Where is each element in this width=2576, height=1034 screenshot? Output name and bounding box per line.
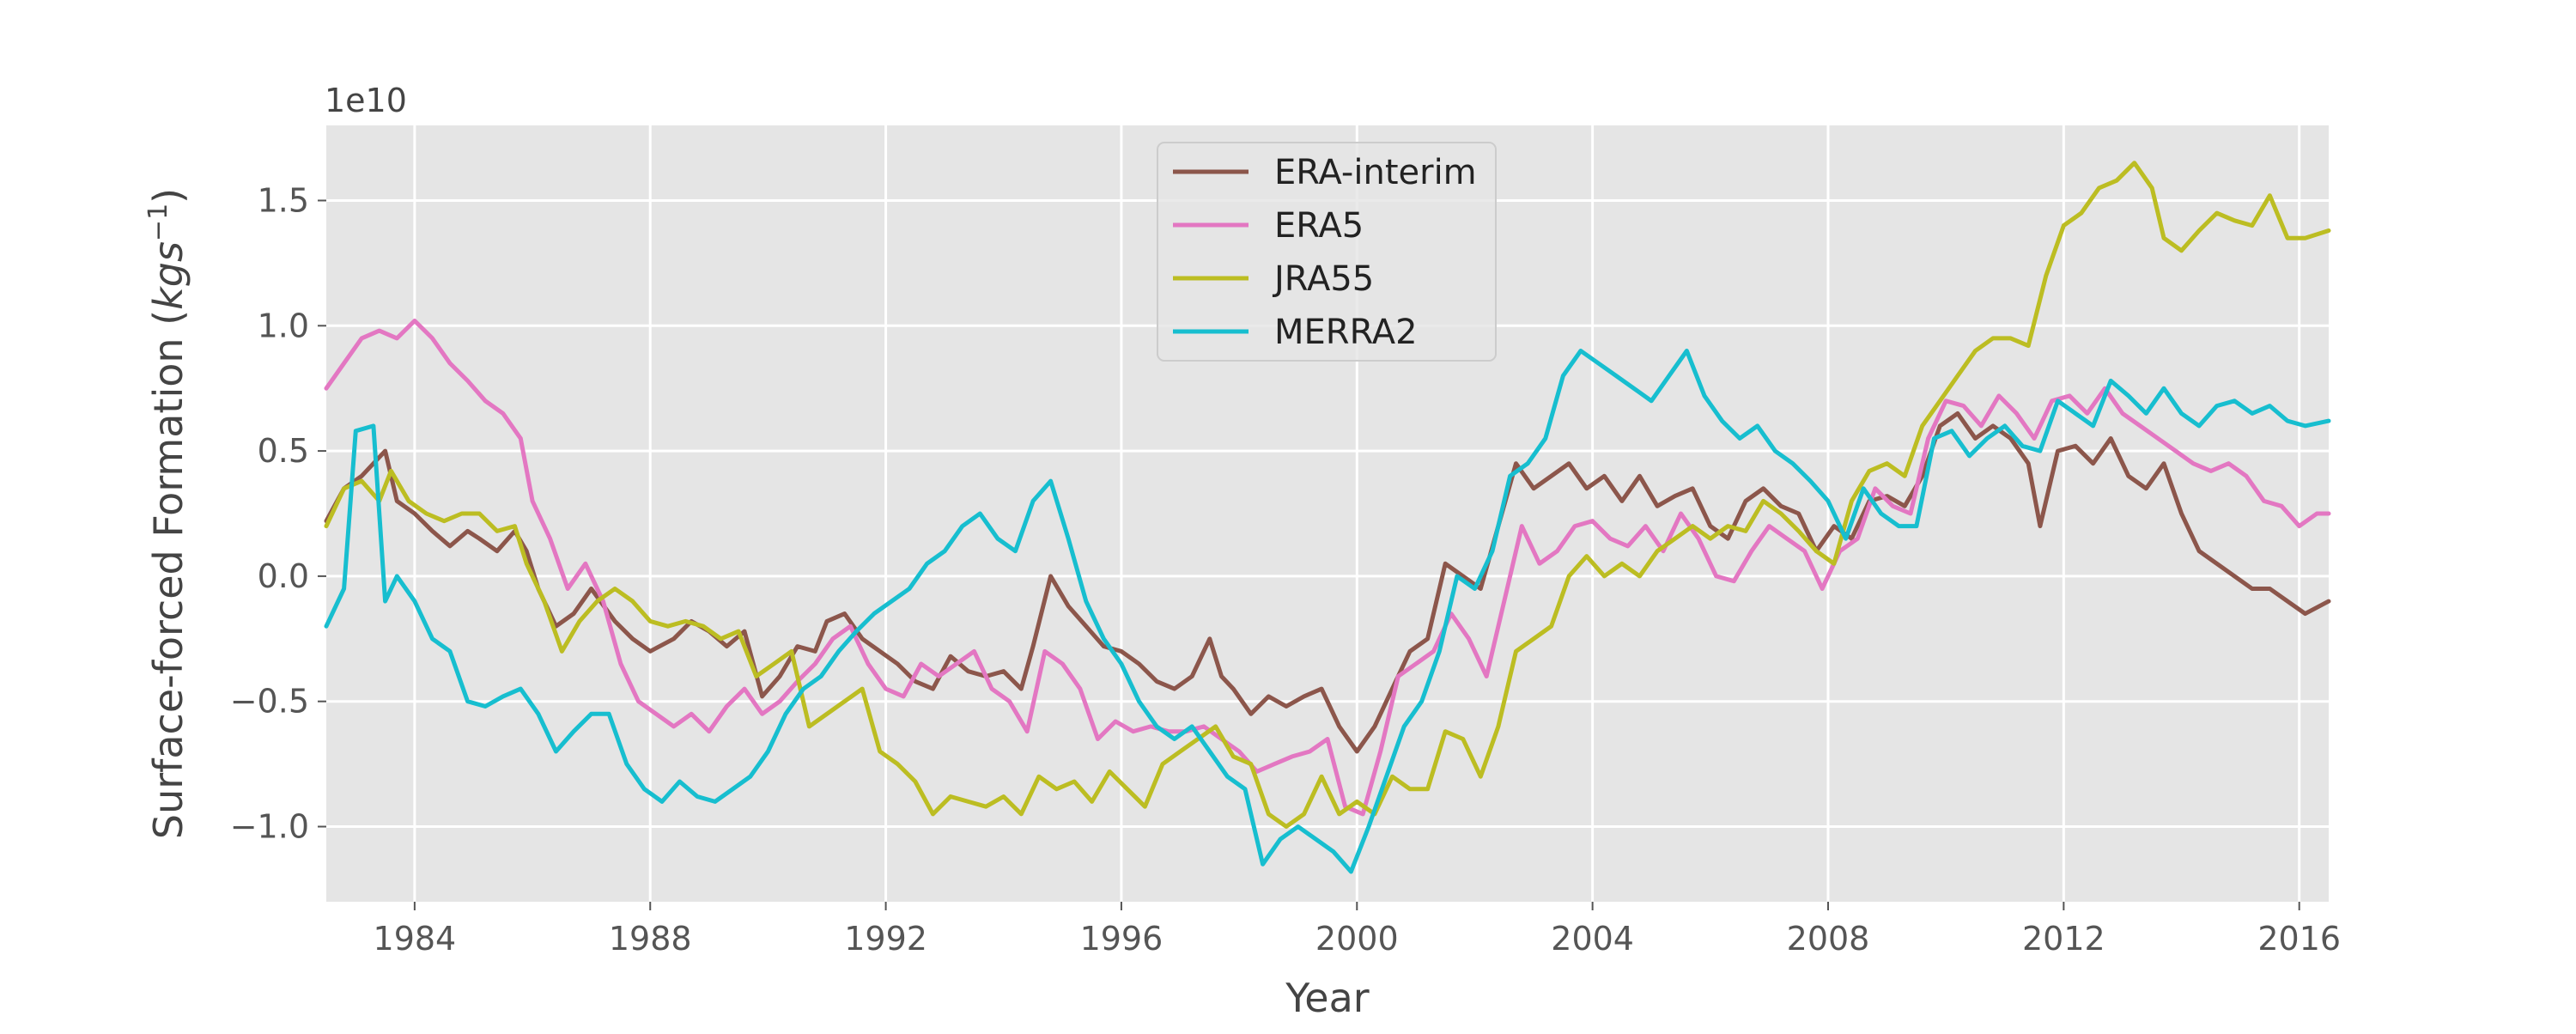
legend: ERA-interim ERA5 JRA55 MERRA2 [1157,142,1497,362]
x-tick-label: 2012 [2022,920,2105,958]
series-line-jra55 [324,161,2331,829]
y-axis: −1.0 −0.5 0.0 0.5 1.0 1.5 [230,181,326,846]
series-layer [324,161,2331,874]
x-tick-label: 2000 [1315,920,1399,958]
series-line-era5 [324,319,2331,817]
x-axis-label: Year [1285,975,1369,1021]
x-tick-label: 1988 [609,920,692,958]
legend-label: JRA55 [1272,259,1374,299]
legend-box [1157,142,1497,362]
legend-label: MERRA2 [1274,313,1418,352]
y-tick-label: −1.0 [230,808,309,846]
y-axis-label-text: Surface-forced Formation [145,338,191,839]
series-line-merra2 [324,349,2331,874]
series-line-era-interim [324,411,2331,754]
offset-text: 1e10 [325,82,407,119]
y-axis-unit-exponent: −1 [143,204,173,241]
x-tick-label: 2004 [1551,920,1634,958]
y-tick-label: 0.0 [258,557,309,595]
y-axis-unit: kgs [145,241,191,310]
legend-label: ERA5 [1274,206,1364,246]
x-tick-label: 2016 [2257,920,2341,958]
y-tick-label: 1.0 [258,307,309,344]
x-tick-label: 1992 [844,920,927,958]
y-axis-label: Surface-forced Formation (kgs−1) [143,188,191,839]
y-tick-label: 1.5 [258,181,309,219]
x-tick-label: 2008 [1787,920,1870,958]
x-axis: 1984 1988 1992 1996 2000 2004 2008 2012 2016 [374,902,2341,958]
y-tick-label: 0.5 [258,432,309,470]
x-tick-label: 1984 [374,920,457,958]
y-tick-label: −0.5 [230,683,309,721]
legend-label: ERA-interim [1274,153,1477,192]
x-tick-label: 1996 [1080,920,1163,958]
